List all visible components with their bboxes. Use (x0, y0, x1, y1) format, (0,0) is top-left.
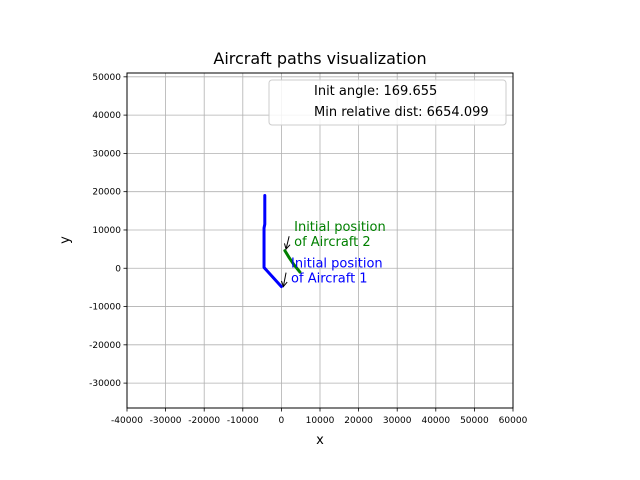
legend: Init angle: 169.655 Min relative dist: 6… (268, 79, 507, 126)
x-tick-label: 10000 (306, 416, 335, 426)
y-tick-label: -10000 (89, 303, 121, 313)
y-tick-label: 0 (115, 264, 121, 274)
x-tick-label: 50000 (460, 416, 489, 426)
annotation-arrow (285, 236, 290, 250)
annotation-arrowhead (283, 243, 291, 251)
x-tick-label: 60000 (499, 416, 528, 426)
aircraft-path-2 (283, 249, 302, 274)
y-tick-label: -30000 (89, 379, 121, 389)
x-tick-label: 20000 (344, 416, 373, 426)
x-tick-label: 40000 (421, 416, 450, 426)
y-tick-label: 10000 (92, 226, 121, 236)
annotation-label-aircraft-2: of Aircraft 2 (294, 235, 371, 250)
y-tick-label: 30000 (92, 149, 121, 159)
y-axis-label: y (58, 236, 73, 244)
annotation-label-aircraft-1: Initial position (291, 257, 383, 272)
legend-entry-min-dist: Min relative dist: 6654.099 (314, 105, 489, 120)
x-tick-label: 30000 (383, 416, 412, 426)
annotation-arrow (282, 272, 287, 287)
x-tick-label: -20000 (188, 416, 220, 426)
annotation-arrowhead (281, 280, 288, 288)
axis-ticks: -40000 -30000 -20000 -10000 0 10000 20000 30000… (89, 73, 527, 426)
annotation-label-aircraft-2: Initial position (294, 220, 386, 235)
y-tick-label: 20000 (92, 188, 121, 198)
legend-entry-init-angle: Init angle: 169.655 (314, 84, 437, 99)
x-tick-label: -10000 (227, 416, 259, 426)
x-axis-label: x (316, 433, 324, 448)
plot-series (262, 194, 302, 289)
y-tick-label: 40000 (92, 111, 121, 121)
y-tick-label: 50000 (92, 73, 121, 83)
chart-title: Aircraft paths visualization (213, 49, 426, 68)
aircraft-path-1 (262, 194, 283, 289)
x-tick-label: 0 (279, 416, 285, 426)
annotation-label-aircraft-1: of Aircraft 1 (291, 272, 368, 287)
legend-box (268, 79, 507, 126)
x-tick-label: -30000 (150, 416, 182, 426)
y-tick-label: -20000 (89, 341, 121, 351)
x-tick-label: -40000 (111, 416, 143, 426)
